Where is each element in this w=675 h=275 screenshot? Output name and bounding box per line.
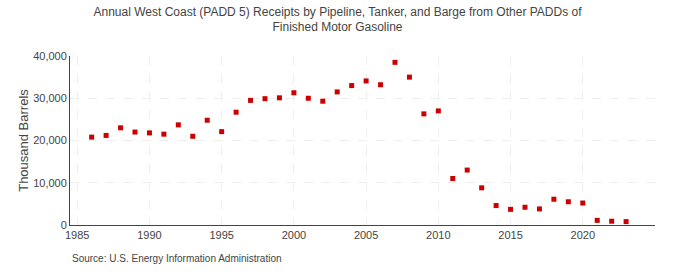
svg-text:1985: 1985 (65, 229, 89, 241)
svg-text:30,000: 30,000 (33, 92, 67, 104)
svg-text:20,000: 20,000 (33, 134, 67, 146)
svg-text:2010: 2010 (426, 229, 450, 241)
svg-text:Annual West Coast (PADD 5) Rec: Annual West Coast (PADD 5) Receipts by P… (94, 5, 583, 35)
svg-text:2005: 2005 (354, 229, 378, 241)
svg-text:2020: 2020 (571, 229, 595, 241)
svg-text:0: 0 (61, 219, 67, 231)
svg-text:40,000: 40,000 (33, 50, 67, 62)
svg-text:2000: 2000 (282, 229, 306, 241)
svg-text:2015: 2015 (498, 229, 522, 241)
svg-text:Thousand Barrels: Thousand Barrels (16, 89, 31, 192)
svg-text:Source: U.S. Energy Informatio: Source: U.S. Energy Information Administ… (72, 253, 282, 264)
svg-text:10,000: 10,000 (33, 177, 67, 189)
svg-text:1990: 1990 (137, 229, 161, 241)
svg-text:1995: 1995 (209, 229, 233, 241)
